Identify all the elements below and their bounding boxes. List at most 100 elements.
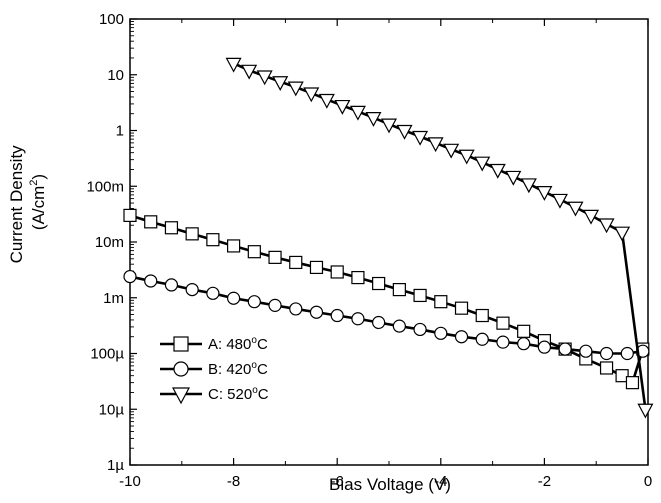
data-point bbox=[185, 227, 199, 241]
data-point bbox=[558, 342, 572, 356]
legend-marker-circle bbox=[173, 361, 189, 377]
x-tick-label: -10 bbox=[119, 473, 141, 490]
data-point bbox=[349, 105, 366, 121]
data-point bbox=[454, 301, 469, 315]
data-point bbox=[365, 112, 382, 127]
data-point bbox=[443, 143, 460, 159]
x-tick-label: -6 bbox=[331, 473, 344, 490]
legend-label: C: 520oC bbox=[208, 385, 269, 403]
data-point bbox=[475, 308, 489, 323]
legend-label-degree: o bbox=[251, 335, 257, 346]
y-axis-label: Current Density (A/cm2) bbox=[7, 141, 48, 264]
legend-marker-triangle-down bbox=[172, 387, 190, 405]
data-point bbox=[272, 76, 289, 91]
data-point bbox=[309, 260, 324, 275]
data-point bbox=[318, 93, 335, 109]
y-tick-label: 1m bbox=[103, 290, 124, 307]
data-point bbox=[583, 209, 600, 225]
x-tick-label: -2 bbox=[538, 473, 551, 490]
series-square bbox=[123, 208, 650, 390]
y-tick-label: 100 bbox=[99, 11, 124, 28]
legend-label-degree: o bbox=[252, 385, 258, 396]
legend-entry: B: 420oC bbox=[160, 360, 268, 378]
y-axis-label-line2: (A/cm bbox=[29, 186, 48, 230]
data-point bbox=[625, 376, 640, 390]
data-point bbox=[517, 337, 531, 351]
data-point bbox=[475, 332, 489, 346]
data-point bbox=[454, 330, 469, 344]
data-point bbox=[474, 156, 491, 172]
data-point bbox=[396, 124, 413, 140]
data-point bbox=[330, 308, 344, 323]
x-axis-label: Bias Voltage (V) bbox=[329, 475, 451, 494]
x-tick-label: 0 bbox=[644, 473, 652, 490]
y-tick-label: 100m bbox=[86, 178, 124, 195]
data-point bbox=[206, 286, 220, 300]
data-point bbox=[536, 186, 553, 201]
data-point bbox=[334, 99, 351, 115]
data-point bbox=[392, 283, 406, 297]
data-point bbox=[227, 239, 241, 253]
data-point bbox=[598, 218, 615, 234]
data-point bbox=[144, 215, 158, 229]
legend-label-degree: o bbox=[251, 360, 257, 371]
data-point bbox=[164, 278, 179, 292]
data-point bbox=[615, 369, 629, 383]
data-point bbox=[289, 302, 303, 316]
y-axis-label-sup: 2 bbox=[28, 180, 40, 186]
y-axis-label-suffix: ) bbox=[29, 174, 48, 180]
data-point bbox=[517, 324, 531, 338]
data-point bbox=[256, 70, 273, 86]
legend-label-text: B: 420 bbox=[208, 361, 251, 378]
axes: -10 -8 -6 -4 -2 0 1µ 10µ 100µ 1m 10m 100m 1 10 100 bbox=[86, 11, 652, 490]
series-layer bbox=[123, 57, 654, 419]
data-point bbox=[372, 315, 386, 330]
data-point bbox=[241, 64, 258, 80]
x-tick-label: -8 bbox=[227, 473, 240, 490]
data-point bbox=[351, 270, 365, 285]
data-point bbox=[520, 178, 537, 194]
legend-label: A: 480oC bbox=[208, 335, 268, 353]
data-point bbox=[496, 335, 510, 349]
data-point bbox=[268, 250, 282, 264]
x-tick-label: -4 bbox=[434, 473, 447, 490]
legend-marker-square bbox=[173, 336, 189, 352]
y-axis-label-line1: Current Density bbox=[7, 145, 26, 264]
legend-entry: A: 480oC bbox=[160, 335, 268, 353]
legend-label-unit: C bbox=[258, 386, 269, 403]
data-point bbox=[330, 265, 344, 279]
data-point bbox=[144, 274, 158, 288]
data-point bbox=[551, 193, 568, 209]
data-point bbox=[247, 295, 261, 309]
series-triangle-down bbox=[225, 57, 654, 419]
data-point bbox=[434, 295, 448, 309]
legend-label-unit: C bbox=[257, 336, 268, 353]
y-tick-label: 10 bbox=[107, 67, 124, 84]
data-point bbox=[614, 226, 631, 242]
data-point bbox=[227, 291, 241, 305]
data-point bbox=[123, 208, 137, 223]
legend-label: B: 420oC bbox=[208, 360, 268, 378]
legend-label-unit: C bbox=[257, 361, 268, 378]
data-point bbox=[505, 170, 522, 186]
series-circle bbox=[123, 269, 650, 361]
data-point bbox=[268, 298, 282, 312]
data-point bbox=[637, 403, 654, 419]
data-point bbox=[413, 322, 427, 337]
data-point bbox=[123, 269, 137, 284]
data-point bbox=[185, 283, 199, 297]
data-point bbox=[287, 81, 304, 97]
y-tick-label: 1 bbox=[116, 123, 124, 140]
y-tick-label: 10µ bbox=[99, 401, 125, 418]
data-point bbox=[489, 163, 506, 179]
legend-label-text: A: 480 bbox=[208, 336, 251, 353]
data-point bbox=[458, 149, 475, 165]
data-point bbox=[303, 87, 320, 103]
data-point bbox=[434, 326, 448, 340]
data-point bbox=[620, 346, 634, 361]
y-tick-label: 10m bbox=[95, 234, 124, 251]
data-point bbox=[247, 245, 261, 259]
data-point bbox=[599, 346, 614, 361]
